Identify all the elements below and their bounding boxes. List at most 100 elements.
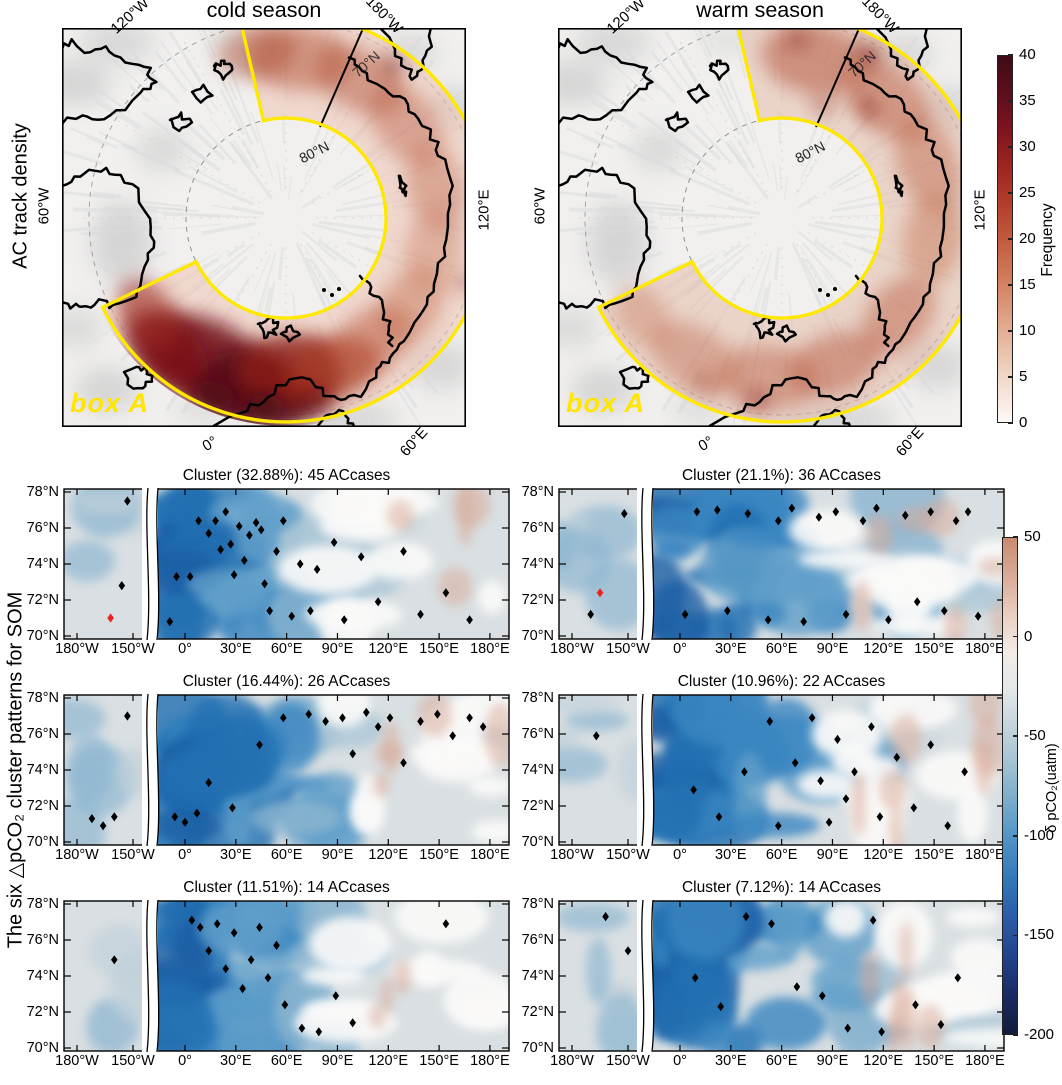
cluster-panel-6: Cluster (7.12%): 14 ACcases 78°N 76°N 74°N… [522,879,1005,1069]
ac-marker [766,716,774,726]
ac-marker [893,752,901,762]
ac-marker [357,552,365,562]
frequency-cbar-tick-label: 0 [1019,414,1028,431]
ac-marker [913,597,921,607]
ac-marker [442,919,450,929]
cluster-6-yticks: 78°N 76°N 74°N 72°N 70°N [512,896,554,1056]
ac-marker [315,1027,323,1037]
x-tick-label: 60°E [765,847,798,863]
x-tick-label: 120°E [368,847,409,863]
x-tick-label: 180°W [55,847,99,863]
cluster-6-title: Cluster (7.12%): 14 ACcases [681,879,881,896]
axis-break [156,694,160,846]
ac-marker [587,609,594,619]
ac-marker [941,606,948,616]
ac-marker [298,1023,306,1033]
cluster-3-title: Cluster (16.44%): 26 ACcases [182,673,391,690]
ac-marker [885,615,892,625]
axis-break [156,488,160,640]
cluster-3-yticks: 78°N 76°N 74°N 72°N 70°N [17,690,59,850]
coastline [62,37,158,126]
cluster-panel-1: Cluster (32.88%): 45 ACcases 78°N 76°N 74°… [27,467,510,657]
ac-marker [937,1020,945,1030]
y-tick-label: 72°N [26,798,59,814]
axis-break [146,900,150,1052]
x-tick-label: 120°E [863,1053,904,1069]
y-tick-label: 78°N [521,484,554,500]
y-tick-label: 74°N [26,556,59,572]
ac-marker [386,713,394,723]
axis-break [641,694,645,846]
y-tick-label: 72°N [26,1004,59,1020]
cluster-5-xticks: 180°W 150°W 0° 30°E 60°E 90°E 120°E 150°E 180°E [55,1053,510,1073]
ac-marker [693,507,701,517]
ac-marker [307,606,314,616]
coastline [686,83,710,104]
ac-marker [742,912,750,922]
cold-season-map-panel: cold season 120°W 180°W 60°W 120°E 0° 60… [36,0,493,460]
cluster-2-title: Cluster (21.1%): 36 ACcases [681,467,881,484]
x-tick-label: 180°E [965,641,1005,657]
x-tick-label: 0° [673,847,687,863]
x-tick-label: 90°E [816,641,849,657]
x-tick-label: 180°W [55,1053,99,1069]
pco2-cbar-tick-label: 0 [1024,627,1033,645]
ac-marker [339,713,346,723]
warm-season-map-canvas [558,28,962,427]
ac-marker [479,722,487,732]
cluster-4-title: Cluster (10.96%): 22 ACcases [677,673,886,690]
pco2-cbar-tick [1013,536,1018,538]
box-a-outline [100,28,466,424]
pco2-cbar-gradient [1002,537,1018,1035]
y-tick-label: 74°N [26,762,59,778]
ac-marker [374,722,382,732]
cold-season-title: cold season [206,0,322,22]
lon-label-120e: 120°E [971,189,989,231]
coastline [358,274,394,348]
coastline [210,56,454,427]
ac-marker [296,559,304,569]
box-a-annotation: box A [566,388,645,418]
lon-label-60w: 60°W [35,187,53,225]
ac-marker [99,821,107,831]
x-tick-label: 180°E [470,847,510,863]
ac-marker [186,572,194,582]
frequency-cbar-tick [1008,284,1013,286]
coastline [122,365,154,390]
ac-marker [212,516,219,526]
y-tick-label: 74°N [521,556,554,572]
ac-marker [181,817,189,827]
warm-season-map-panel: warm season 120°W 180°W 60°W 120°E 0° 60… [532,0,989,460]
x-tick-label: 60°E [270,1053,303,1069]
ac-marker [808,713,816,723]
frequency-cbar-tick [1008,238,1013,240]
cluster-1-yticks: 78°N 76°N 74°N 72°N 70°N [17,484,59,644]
coastline [893,174,904,198]
cluster-6-canvas [558,900,1005,1052]
frequency-cbar-tick [1008,376,1013,378]
lon-label-60e: 60°E [396,424,432,460]
ac-marker [714,505,721,515]
cluster-2-yticks: 78°N 76°N 74°N 72°N 70°N [512,484,554,644]
frequency-cbar-tick [1008,100,1013,102]
y-tick-label: 78°N [521,896,554,912]
axis-break [156,900,160,1052]
pco2-cbar-tick [1013,635,1018,638]
coastline [558,37,654,126]
lon-label-60e: 60°E [892,424,928,460]
cluster-1-xticks: 180°W 150°W 0° 30°E 60°E 90°E 120°E 150°E 180°E [55,641,510,661]
cluster-panel-2: Cluster (21.1%): 36 ACcases 78°N 76°N 74°N… [522,467,1005,657]
x-tick-label: 60°E [765,1053,798,1069]
y-tick-label: 78°N [26,484,59,500]
coastline [62,166,156,310]
x-tick-label: 150°E [914,847,954,863]
ac-marker [775,821,782,831]
ac-marker [400,758,407,768]
frequency-cbar-tick [1008,192,1013,194]
frequency-cbar-tick-label: 25 [1019,184,1036,201]
ac-marker [775,516,782,526]
ac-marker [717,1002,724,1012]
coastline [558,166,652,310]
coastline [708,59,730,81]
x-tick-label: 0° [178,1053,192,1069]
